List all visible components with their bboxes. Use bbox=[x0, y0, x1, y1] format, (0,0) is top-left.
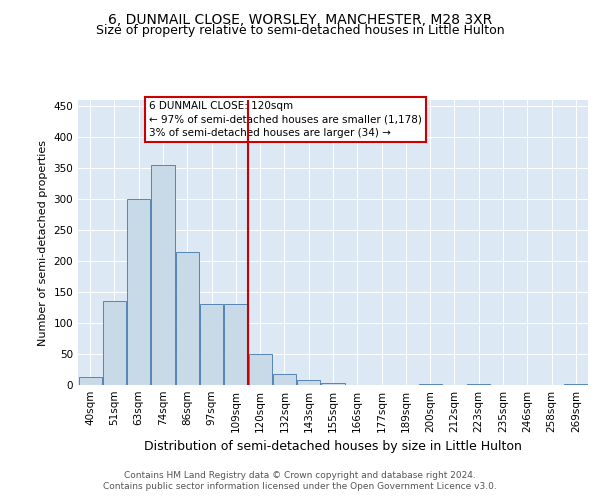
Bar bbox=[151, 165, 175, 385]
Text: Contains public sector information licensed under the Open Government Licence v3: Contains public sector information licen… bbox=[103, 482, 497, 491]
X-axis label: Distribution of semi-detached houses by size in Little Hulton: Distribution of semi-detached houses by … bbox=[144, 440, 522, 454]
Bar bbox=[248, 354, 272, 385]
Bar bbox=[176, 252, 199, 385]
Bar bbox=[103, 302, 126, 385]
Text: Size of property relative to semi-detached houses in Little Hulton: Size of property relative to semi-detach… bbox=[95, 24, 505, 37]
Bar bbox=[127, 199, 150, 385]
Bar bbox=[565, 384, 587, 385]
Bar bbox=[322, 383, 344, 385]
Bar bbox=[297, 380, 320, 385]
Bar bbox=[467, 384, 490, 385]
Text: 6, DUNMAIL CLOSE, WORSLEY, MANCHESTER, M28 3XR: 6, DUNMAIL CLOSE, WORSLEY, MANCHESTER, M… bbox=[108, 12, 492, 26]
Y-axis label: Number of semi-detached properties: Number of semi-detached properties bbox=[38, 140, 48, 346]
Bar bbox=[273, 374, 296, 385]
Bar bbox=[200, 304, 223, 385]
Text: 6 DUNMAIL CLOSE: 120sqm
← 97% of semi-detached houses are smaller (1,178)
3% of : 6 DUNMAIL CLOSE: 120sqm ← 97% of semi-de… bbox=[149, 102, 422, 138]
Bar bbox=[224, 304, 247, 385]
Bar bbox=[419, 384, 442, 385]
Text: Contains HM Land Registry data © Crown copyright and database right 2024.: Contains HM Land Registry data © Crown c… bbox=[124, 471, 476, 480]
Bar bbox=[79, 377, 101, 385]
